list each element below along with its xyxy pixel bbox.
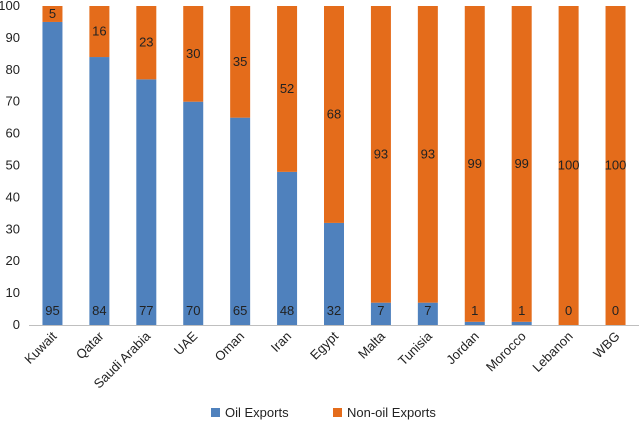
y-axis: 0 10 20 30 40 50 60 70 80 90 100 — [0, 0, 20, 332]
bar-oil-exports — [417, 302, 438, 325]
y-tick-label: 0 — [13, 317, 20, 332]
bar-oil-exports — [183, 101, 204, 325]
y-tick-label: 60 — [6, 126, 20, 141]
bar-non-oil-exports — [230, 6, 251, 118]
data-label-oil-exports: 77 — [139, 303, 153, 318]
legend-swatch-non-oil-exports — [333, 408, 342, 417]
bar-oil-exports — [136, 79, 157, 326]
y-tick-label: 80 — [6, 62, 20, 77]
data-label-non-oil-exports: 93 — [374, 146, 388, 161]
bar-non-oil-exports — [558, 6, 579, 325]
data-label-non-oil-exports: 35 — [233, 54, 247, 69]
data-label-non-oil-exports: 93 — [421, 146, 435, 161]
y-tick-label: 20 — [6, 253, 20, 268]
data-label-oil-exports: 0 — [612, 303, 619, 318]
data-label-oil-exports: 95 — [45, 303, 59, 318]
bar-non-oil-exports — [89, 6, 110, 58]
y-tick-label: 70 — [6, 94, 20, 109]
x-tick-label: Iran — [268, 329, 294, 355]
x-tick-label: Tunisia — [395, 328, 435, 368]
data-label-non-oil-exports: 99 — [514, 156, 528, 171]
legend: Oil Exports Non-oil Exports — [211, 405, 436, 420]
data-label-non-oil-exports: 100 — [558, 158, 580, 173]
bar-non-oil-exports — [136, 6, 157, 80]
data-label-non-oil-exports: 52 — [280, 81, 294, 96]
bar-oil-exports — [230, 117, 251, 326]
x-tick-label: Egypt — [307, 328, 341, 362]
x-tick-label: Qatar — [73, 328, 107, 362]
x-tick-label: Jordan — [443, 329, 482, 368]
data-label-non-oil-exports: 99 — [468, 156, 482, 171]
data-label-oil-exports: 7 — [377, 303, 384, 318]
bar-oil-exports — [370, 302, 391, 325]
y-tick-label: 30 — [6, 221, 20, 236]
x-tick-label: Oman — [212, 329, 248, 365]
y-tick-label: 40 — [6, 189, 20, 204]
data-label-non-oil-exports: 23 — [139, 35, 153, 50]
data-label-oil-exports: 1 — [471, 303, 478, 318]
bar-non-oil-exports — [183, 6, 204, 102]
bar-non-oil-exports — [277, 6, 298, 172]
legend-label-non-oil-exports: Non-oil Exports — [347, 405, 436, 420]
y-tick-label: 100 — [0, 0, 20, 13]
bar-non-oil-exports — [511, 6, 532, 322]
bar-oil-exports — [277, 171, 298, 325]
data-label-oil-exports: 32 — [327, 303, 341, 318]
bars: 95 5 84 16 77 23 70 30 65 35 48 52 32 68 7 93 7 93 1 99 1 99 0… — [42, 6, 627, 326]
bar-oil-exports — [464, 321, 485, 325]
y-tick-label: 10 — [6, 285, 20, 300]
y-tick-label: 50 — [6, 158, 20, 173]
bar-non-oil-exports — [464, 6, 485, 322]
data-label-oil-exports: 48 — [280, 303, 294, 318]
legend-label-oil-exports: Oil Exports — [225, 405, 289, 420]
bar-oil-exports — [89, 57, 110, 325]
legend-swatch-oil-exports — [211, 408, 220, 417]
data-label-oil-exports: 7 — [424, 303, 431, 318]
bar-non-oil-exports — [370, 6, 391, 303]
x-tick-label: Morocco — [483, 329, 529, 375]
x-tick-label: WBG — [590, 329, 623, 362]
data-label-oil-exports: 0 — [565, 303, 572, 318]
x-tick-label: Lebanon — [529, 329, 575, 375]
data-label-oil-exports: 84 — [92, 303, 106, 318]
x-tick-label: UAE — [171, 328, 201, 358]
bar-non-oil-exports — [324, 6, 344, 223]
data-label-non-oil-exports: 30 — [186, 46, 200, 61]
bar-non-oil-exports — [417, 6, 438, 303]
data-label-non-oil-exports: 16 — [92, 24, 106, 39]
data-label-oil-exports: 70 — [186, 303, 200, 318]
bar-non-oil-exports — [42, 6, 63, 22]
bar-oil-exports — [511, 321, 532, 325]
data-label-non-oil-exports: 68 — [327, 106, 341, 121]
x-tick-label: Malta — [355, 328, 389, 362]
data-label-oil-exports: 1 — [518, 303, 525, 318]
data-label-non-oil-exports: 5 — [49, 6, 56, 21]
data-label-non-oil-exports: 100 — [605, 158, 627, 173]
y-tick-label: 90 — [6, 30, 20, 45]
x-tick-label: Kuwait — [21, 328, 59, 366]
bar-non-oil-exports — [605, 6, 626, 325]
bar-oil-exports — [324, 222, 344, 325]
bar-oil-exports — [42, 21, 63, 325]
data-label-oil-exports: 65 — [233, 303, 247, 318]
